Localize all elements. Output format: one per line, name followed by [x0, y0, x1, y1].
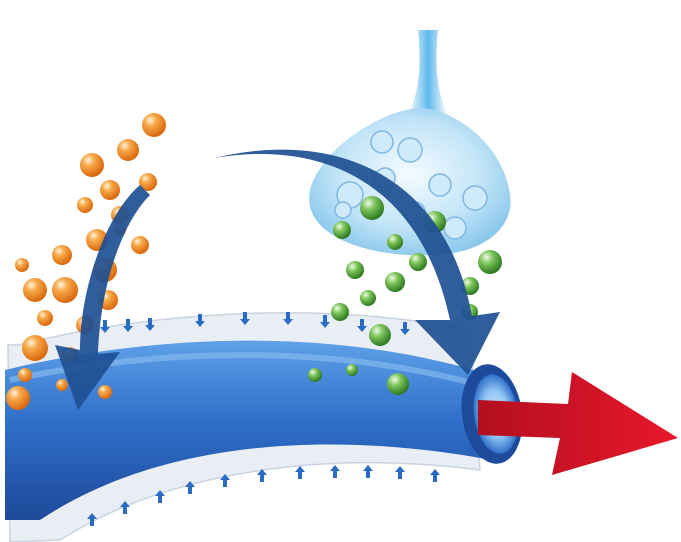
orange-particle: [117, 139, 139, 161]
inward-arrow: [363, 465, 373, 478]
inward-arrow: [100, 320, 110, 333]
inward-arrow: [320, 315, 330, 328]
orange-particle: [6, 386, 30, 410]
orange-particle: [100, 180, 120, 200]
orange-particle: [37, 310, 53, 326]
inward-arrow: [155, 490, 165, 503]
output-arrow: [478, 372, 678, 475]
right-curved-arrow: [215, 149, 500, 375]
inward-arrow: [257, 469, 267, 482]
green-particle: [478, 250, 502, 274]
orange-particle: [15, 258, 29, 272]
green-particle: [369, 324, 391, 346]
vesicle-outline: [397, 137, 423, 163]
inward-arrow: [357, 319, 367, 332]
orange-particle: [142, 113, 166, 137]
green-particle: [387, 234, 403, 250]
inward-arrow: [145, 318, 155, 331]
inward-arrow: [283, 312, 293, 325]
vesicle: [335, 202, 351, 218]
vesicle-outline: [428, 173, 452, 197]
green-particle: [308, 368, 322, 382]
vesicle-outline: [334, 201, 352, 219]
orange-particle: [98, 385, 112, 399]
green-particle: [360, 196, 384, 220]
green-particle: [387, 373, 409, 395]
orange-particle: [77, 197, 93, 213]
green-particle: [333, 221, 351, 239]
green-particle: [346, 261, 364, 279]
orange-particle: [22, 335, 48, 361]
inward-arrow: [395, 466, 405, 479]
inward-arrow: [430, 469, 440, 482]
green-particle: [331, 303, 349, 321]
inward-arrow: [195, 314, 205, 327]
vesicle: [398, 138, 422, 162]
orange-particle: [131, 236, 149, 254]
vesicle: [371, 131, 393, 153]
green-particle: [360, 290, 376, 306]
inward-arrow: [400, 322, 410, 335]
inward-arrow: [123, 319, 133, 332]
orange-particle: [23, 278, 47, 302]
sheath-arrows: [87, 312, 440, 526]
vesicle: [463, 186, 487, 210]
green-particle: [346, 364, 358, 376]
left-curved-arrow: [55, 185, 150, 410]
orange-particle: [56, 379, 68, 391]
green-particle: [409, 253, 427, 271]
vesicle: [429, 174, 451, 196]
inward-arrow: [240, 312, 250, 325]
inward-arrow: [87, 513, 97, 526]
vesicle: [444, 217, 466, 239]
green-particle: [385, 272, 405, 292]
orange-particle: [52, 245, 72, 265]
orange-particle: [139, 173, 157, 191]
inward-arrow: [220, 474, 230, 487]
orange-particle: [52, 277, 78, 303]
inward-arrow: [185, 481, 195, 494]
nerve-terminal: [309, 30, 511, 256]
inward-arrow: [120, 501, 130, 514]
inward-arrow: [330, 465, 340, 478]
orange-particle: [18, 368, 32, 382]
vesicle-outline: [370, 130, 394, 154]
vesicle-outline: [462, 185, 488, 211]
inward-arrow: [295, 466, 305, 479]
orange-particle: [80, 153, 104, 177]
